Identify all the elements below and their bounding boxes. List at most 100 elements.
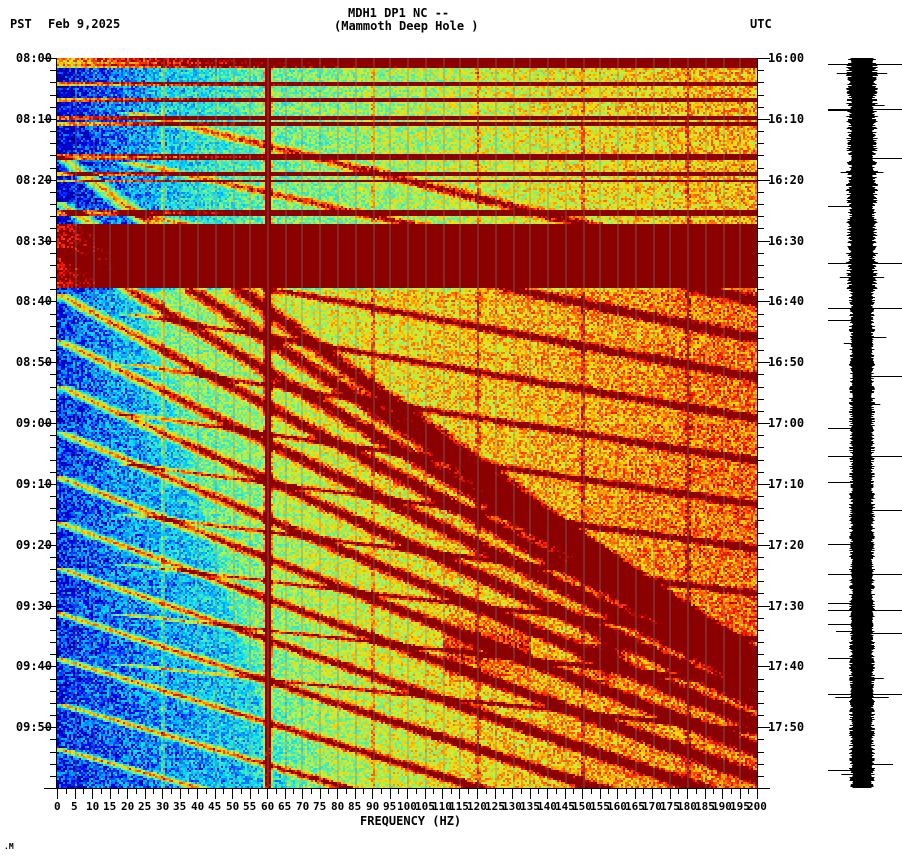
y-axis-minor-tick: [50, 435, 57, 436]
x-axis-minor-tick: [416, 788, 417, 794]
y-axis-minor-tick: [50, 350, 57, 351]
y-axis-minor-tick: [50, 630, 57, 631]
y-axis-left-tick-label: 09:40: [15, 659, 52, 674]
y-axis-left-tick-label: 09:30: [15, 598, 52, 613]
x-axis-minor-tick: [83, 788, 84, 794]
x-axis-tick-label: 30: [156, 800, 170, 813]
y-axis-minor-tick: [757, 192, 764, 193]
y-axis-minor-tick: [50, 447, 57, 448]
y-axis-minor-tick: [50, 82, 57, 83]
y-axis-minor-tick: [50, 508, 57, 509]
y-axis-left-tick-label: 08:30: [15, 233, 52, 248]
y-axis-minor-tick: [757, 642, 764, 643]
y-axis-minor-tick: [50, 739, 57, 740]
y-axis-minor-tick: [757, 326, 764, 327]
y-axis-minor-tick: [757, 630, 764, 631]
x-axis-major-tick: [232, 788, 233, 799]
x-axis-minor-tick: [153, 788, 154, 794]
y-axis-minor-tick: [50, 654, 57, 655]
x-axis-minor-tick: [276, 788, 277, 794]
y-axis-minor-tick: [757, 131, 764, 132]
spectrogram-plot[interactable]: [57, 58, 757, 788]
x-axis-major-tick: [355, 788, 356, 799]
y-axis-minor-tick: [757, 569, 764, 570]
y-axis-minor-tick: [757, 228, 764, 229]
y-axis-minor-tick: [50, 776, 57, 777]
x-axis-minor-tick: [223, 788, 224, 794]
x-axis-minor-tick: [241, 788, 242, 794]
x-axis-tick-label: 80: [331, 800, 345, 813]
y-axis-minor-tick: [50, 338, 57, 339]
x-axis-minor-tick: [171, 788, 172, 794]
x-axis-minor-tick: [486, 788, 487, 794]
y-axis-right-tick-label: 16:00: [768, 51, 805, 65]
x-axis-tick-label: 120: [467, 800, 487, 813]
station-name-title: (Mammoth Deep Hole ): [334, 19, 479, 33]
y-axis-major-tick: [757, 119, 770, 120]
x-axis-minor-tick: [206, 788, 207, 794]
x-axis-minor-tick: [398, 788, 399, 794]
x-axis-major-tick: [110, 788, 111, 799]
y-axis-minor-tick: [50, 533, 57, 534]
x-axis-major-tick: [617, 788, 618, 799]
y-axis-minor-tick: [757, 374, 764, 375]
x-axis-minor-tick: [311, 788, 312, 794]
y-axis-major-tick: [757, 788, 770, 789]
x-axis-tick-label: 20: [121, 800, 135, 813]
y-axis-minor-tick: [757, 776, 764, 777]
y-axis-major-tick: [44, 301, 57, 302]
x-axis-tick-label: 50: [226, 800, 240, 813]
x-axis-minor-tick: [573, 788, 574, 794]
x-axis-major-tick: [635, 788, 636, 799]
x-axis-major-tick: [390, 788, 391, 799]
y-axis-major-tick: [757, 484, 770, 485]
y-axis-right-tick-label: 17:30: [768, 598, 805, 613]
x-axis-tick-label: 170: [642, 800, 662, 813]
y-axis-right-tick-label: 17:50: [768, 720, 805, 735]
y-axis-minor-tick: [50, 411, 57, 412]
y-axis-major-tick: [44, 666, 57, 667]
y-axis-minor-tick: [757, 70, 764, 71]
y-axis-minor-tick: [757, 679, 764, 680]
y-axis-left-tick-label: 08:00: [15, 51, 52, 65]
y-axis-minor-tick: [757, 593, 764, 594]
y-axis-minor-tick: [50, 520, 57, 521]
y-axis-right-tick-label: 17:40: [768, 659, 805, 674]
x-axis-major-tick: [530, 788, 531, 799]
y-axis-minor-tick: [757, 715, 764, 716]
y-axis-minor-tick: [50, 703, 57, 704]
x-axis-minor-tick: [363, 788, 364, 794]
y-axis-minor-tick: [50, 70, 57, 71]
x-axis-tick-label: 160: [607, 800, 627, 813]
y-axis-minor-tick: [757, 168, 764, 169]
y-axis-minor-tick: [757, 557, 764, 558]
y-axis-major-tick: [44, 606, 57, 607]
x-axis-tick-label: 85: [348, 800, 362, 813]
x-axis-tick-label: 145: [555, 800, 575, 813]
y-axis-minor-tick: [50, 168, 57, 169]
x-axis-major-tick: [687, 788, 688, 799]
x-axis-major-tick: [145, 788, 146, 799]
y-axis-minor-tick: [50, 314, 57, 315]
spectrogram-canvas: [57, 58, 757, 788]
y-axis-minor-tick: [50, 642, 57, 643]
x-axis-tick-label: 140: [537, 800, 557, 813]
x-axis-minor-tick: [258, 788, 259, 794]
amplitude-trace-panel[interactable]: [828, 58, 902, 788]
x-axis-tick-label: 15: [103, 800, 117, 813]
x-axis-minor-tick: [468, 788, 469, 794]
y-axis-minor-tick: [50, 593, 57, 594]
y-axis-major-tick: [757, 545, 770, 546]
y-axis-minor-tick: [757, 399, 764, 400]
y-axis-right-tick-label: 16:30: [768, 233, 805, 248]
y-axis-minor-tick: [757, 95, 764, 96]
x-axis-minor-tick: [678, 788, 679, 794]
y-axis-major-tick: [757, 423, 770, 424]
y-axis-minor-tick: [757, 447, 764, 448]
x-axis-major-tick: [652, 788, 653, 799]
y-axis-minor-tick: [50, 131, 57, 132]
y-axis-right-tick-label: 17:00: [768, 416, 805, 430]
y-axis-minor-tick: [50, 216, 57, 217]
x-axis-minor-tick: [433, 788, 434, 794]
y-axis-right-tick-label: 17:20: [768, 537, 805, 552]
